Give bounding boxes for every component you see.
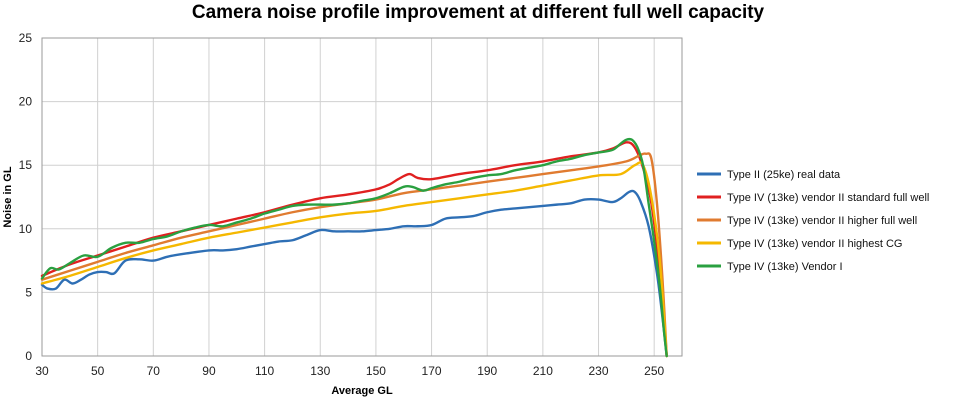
legend: Type II (25ke) real data Type IV (13ke) v… — [697, 169, 929, 273]
plot-area-frame — [41, 37, 683, 357]
y-axis-label: Noise in GL — [2, 166, 14, 227]
series-line-1 — [40, 189, 668, 358]
gridlines — [41, 37, 682, 357]
x-tick-label: 30 — [35, 364, 49, 378]
x-tick-label: 250 — [644, 364, 664, 378]
y-tick-label: 15 — [19, 158, 33, 172]
x-tick-label: 130 — [310, 364, 330, 378]
y-tick-label: 20 — [19, 95, 33, 109]
x-tick-label: 170 — [422, 364, 442, 378]
x-tick-label: 90 — [202, 364, 216, 378]
y-tick-label: 25 — [19, 31, 33, 45]
legend-label-2: Type IV (13ke) vendor II standard full w… — [727, 192, 929, 204]
y-tick-label: 0 — [25, 349, 32, 363]
series-lines — [40, 137, 668, 358]
x-tick-label: 70 — [147, 364, 161, 378]
y-tick-label: 5 — [25, 285, 32, 299]
legend-label-5: Type IV (13ke) Vendor I — [727, 261, 843, 273]
x-tick-label: 210 — [533, 364, 553, 378]
legend-label-1: Type II (25ke) real data — [727, 169, 841, 181]
legend-label-4: Type IV (13ke) vendor II highest CG — [727, 238, 902, 250]
chart-title: Camera noise profile improvement at diff… — [192, 2, 765, 23]
x-tick-label: 50 — [91, 364, 105, 378]
x-tick-label: 190 — [477, 364, 497, 378]
x-tick-label: 110 — [255, 364, 274, 378]
axis-ticks: 30 50 70 90 110 130 150 170 190 210 230 250 0 5 10 15 20… — [19, 31, 665, 378]
legend-label-3: Type IV (13ke) vendor II higher full wel… — [727, 215, 917, 227]
series-line-5 — [40, 137, 668, 358]
x-tick-label: 230 — [589, 364, 609, 378]
x-axis-label: Average GL — [331, 385, 393, 397]
y-tick-label: 10 — [19, 222, 33, 236]
series-line-4 — [40, 161, 668, 358]
x-tick-label: 150 — [366, 364, 386, 378]
